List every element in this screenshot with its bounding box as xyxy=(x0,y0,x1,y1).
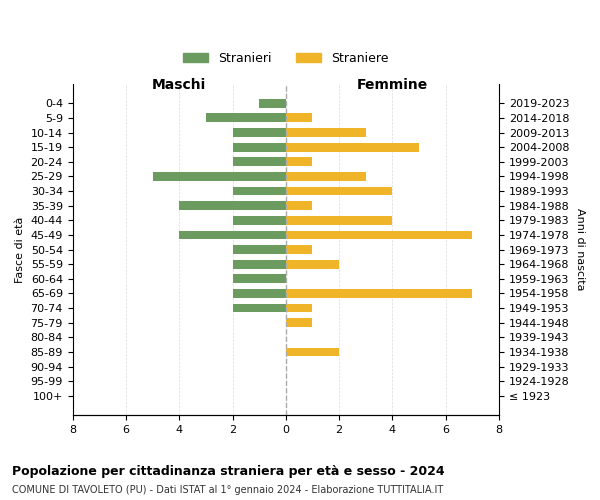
Text: COMUNE DI TAVOLETO (PU) - Dati ISTAT al 1° gennaio 2024 - Elaborazione TUTTITALI: COMUNE DI TAVOLETO (PU) - Dati ISTAT al … xyxy=(12,485,443,495)
Bar xyxy=(286,245,313,254)
Bar xyxy=(286,128,366,137)
Text: Maschi: Maschi xyxy=(152,78,206,92)
Bar xyxy=(286,158,313,166)
Bar xyxy=(286,230,472,239)
Bar xyxy=(233,143,286,152)
Bar xyxy=(233,274,286,283)
Y-axis label: Anni di nascita: Anni di nascita xyxy=(575,208,585,291)
Legend: Stranieri, Straniere: Stranieri, Straniere xyxy=(178,47,394,70)
Text: Popolazione per cittadinanza straniera per età e sesso - 2024: Popolazione per cittadinanza straniera p… xyxy=(12,465,445,478)
Bar xyxy=(233,186,286,196)
Bar xyxy=(286,186,392,196)
Bar xyxy=(233,289,286,298)
Bar xyxy=(286,202,313,210)
Bar xyxy=(233,304,286,312)
Bar xyxy=(233,260,286,268)
Bar xyxy=(233,245,286,254)
Bar xyxy=(286,143,419,152)
Text: Femmine: Femmine xyxy=(357,78,428,92)
Bar xyxy=(179,230,286,239)
Y-axis label: Fasce di età: Fasce di età xyxy=(15,216,25,282)
Bar xyxy=(233,128,286,137)
Bar xyxy=(286,114,313,122)
Bar xyxy=(152,172,286,181)
Bar xyxy=(286,216,392,224)
Bar xyxy=(286,260,339,268)
Bar xyxy=(206,114,286,122)
Bar xyxy=(286,172,366,181)
Bar xyxy=(179,202,286,210)
Bar xyxy=(286,318,313,327)
Bar xyxy=(286,348,339,356)
Bar xyxy=(233,158,286,166)
Bar xyxy=(259,99,286,108)
Bar xyxy=(233,216,286,224)
Bar xyxy=(286,304,313,312)
Bar xyxy=(286,289,472,298)
